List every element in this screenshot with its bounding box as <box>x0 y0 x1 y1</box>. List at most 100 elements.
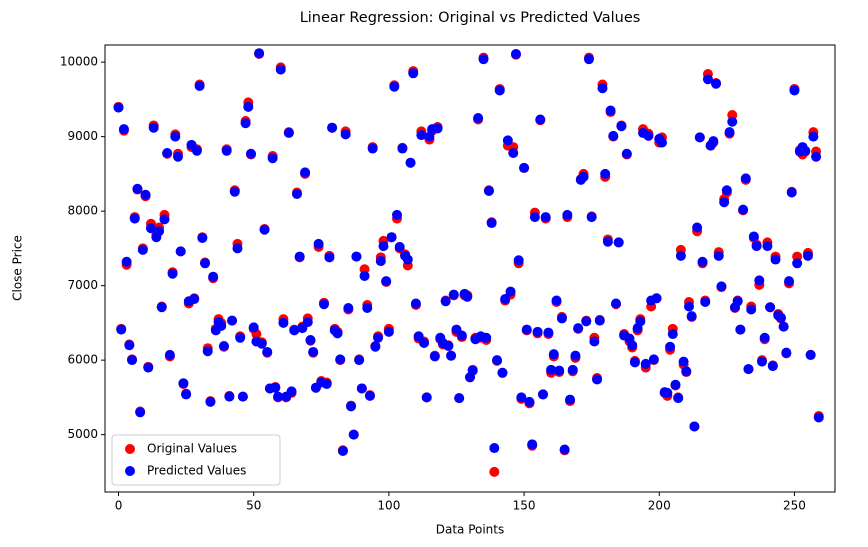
scatter-point <box>538 389 548 400</box>
scatter-point <box>319 299 329 310</box>
scatter-point <box>719 197 730 208</box>
scatter-point <box>751 241 762 252</box>
scatter-point <box>535 114 546 125</box>
scatter-point <box>340 129 351 140</box>
scatter-point <box>237 391 248 402</box>
scatter-point <box>178 378 189 389</box>
scatter-point <box>546 364 557 375</box>
scatter-point <box>308 346 319 357</box>
scatter-point <box>205 396 216 407</box>
scatter-point <box>118 124 129 135</box>
scatter-point <box>784 276 795 287</box>
scatter-point <box>640 358 651 369</box>
scatter-point <box>278 317 289 328</box>
scatter-point <box>681 366 692 377</box>
scatter-point <box>197 232 208 243</box>
scatter-point <box>724 127 735 138</box>
scatter-point <box>586 212 597 223</box>
scatter-point <box>711 78 722 89</box>
scatter-point <box>602 236 613 247</box>
scatter-point <box>221 145 232 156</box>
scatter-point <box>162 148 173 159</box>
scatter-point <box>551 295 562 306</box>
scatter-point <box>665 341 676 352</box>
scatter-point <box>789 85 800 96</box>
scatter-point <box>811 151 822 162</box>
scatter-point <box>227 315 238 326</box>
scatter-point <box>232 243 243 254</box>
scatter-point <box>516 392 527 403</box>
scatter-point <box>627 340 638 351</box>
scatter-point <box>694 132 705 143</box>
scatter-point <box>313 238 324 249</box>
scatter-point <box>137 244 148 255</box>
scatter-point <box>556 313 567 324</box>
scatter-point <box>397 143 408 154</box>
y-axis-label: Close Price <box>11 235 25 301</box>
scatter-point <box>605 105 616 116</box>
scatter-point <box>762 241 773 252</box>
legend-marker <box>125 444 135 454</box>
scatter-point <box>202 346 213 357</box>
y-tick-label: 10000 <box>60 55 98 69</box>
scatter-point <box>248 322 259 333</box>
scatter-point <box>294 251 305 262</box>
x-tick-label: 0 <box>115 499 123 513</box>
scatter-point <box>370 341 381 352</box>
scatter-point <box>448 289 459 300</box>
scatter-point <box>421 392 432 403</box>
scatter-point <box>786 187 797 198</box>
scatter-point <box>548 349 559 360</box>
scatter-point <box>565 394 576 405</box>
x-tick-label: 250 <box>783 499 806 513</box>
scatter-point <box>578 171 589 182</box>
scatter-point <box>513 255 524 266</box>
x-tick-label: 50 <box>246 499 261 513</box>
scatter-point <box>170 131 181 142</box>
scatter-point <box>243 101 254 112</box>
scatter-point <box>697 256 708 267</box>
scatter-point <box>483 186 494 197</box>
scatter-point <box>392 209 402 220</box>
scatter-point <box>481 332 492 343</box>
scatter-point <box>792 258 803 269</box>
scatter-point <box>302 317 313 328</box>
scatter-point <box>727 116 738 127</box>
scatter-point <box>800 145 811 156</box>
scatter-point <box>702 74 713 85</box>
scatter-point <box>408 68 419 79</box>
scatter-point <box>359 270 370 281</box>
scatter-point <box>156 302 167 313</box>
scatter-point <box>743 364 754 375</box>
scatter-point <box>348 429 359 440</box>
scatter-point <box>364 390 375 401</box>
scatter-point <box>218 340 229 351</box>
scatter-point <box>700 297 711 308</box>
scatter-point <box>327 122 338 133</box>
scatter-point <box>116 324 127 335</box>
scatter-point <box>478 54 489 65</box>
scatter-point <box>300 167 311 178</box>
scatter-point <box>332 328 343 339</box>
scatter-point <box>667 329 678 340</box>
scatter-point <box>289 325 300 336</box>
scatter-point <box>675 250 686 261</box>
scatter-point <box>145 223 156 234</box>
scatter-point <box>429 351 440 362</box>
scatter-point <box>510 48 521 59</box>
scatter-point <box>375 256 386 267</box>
scatter-point <box>673 393 684 404</box>
scatter-point <box>662 387 673 398</box>
scatter-point <box>781 347 792 358</box>
scatter-point <box>573 323 584 334</box>
x-axis-label: Data Points <box>436 523 505 537</box>
scatter-point <box>748 231 759 242</box>
scatter-point <box>521 324 532 335</box>
scatter-point <box>713 250 724 261</box>
scatter-point <box>754 275 765 286</box>
scatter-point <box>554 365 565 376</box>
scatter-point <box>684 301 694 312</box>
scatter-point <box>678 356 689 367</box>
